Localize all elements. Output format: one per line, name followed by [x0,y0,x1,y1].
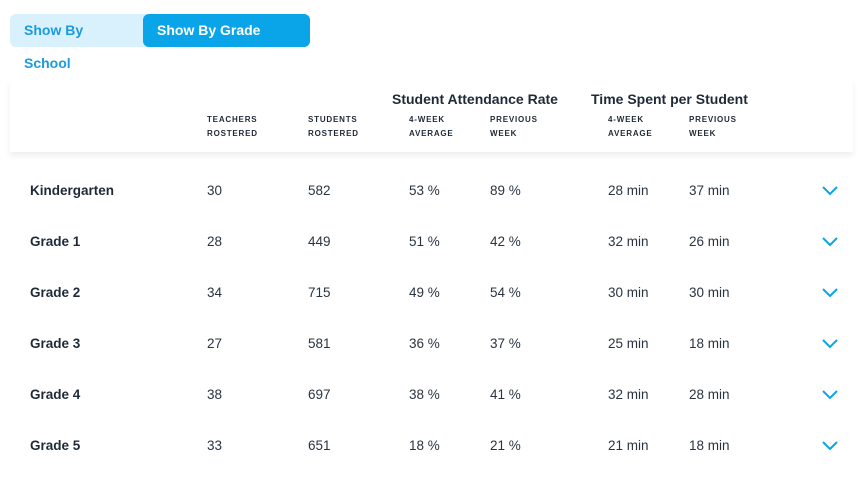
teachers-rostered: 30 [207,183,223,198]
students-rostered: 651 [308,438,331,453]
header-teachers-rostered: Teachers Rostered [207,113,258,141]
table-row[interactable]: Kindergarten 30 582 53 % 89 % 28 min 37 min [0,181,863,232]
attendance-4week: 18 % [409,438,440,453]
header-line: Average [608,129,653,138]
grade-name: Grade 1 [30,234,81,249]
header-time-4week: 4-Week Average [608,113,653,141]
teachers-rostered: 33 [207,438,223,453]
time-4week: 32 min [608,387,649,402]
header-line: Previous [490,115,538,124]
table-row[interactable]: Grade 1 28 449 51 % 42 % 32 min 26 min [0,232,863,283]
attendance-previous: 41 % [490,387,521,402]
time-previous: 18 min [689,438,730,453]
chevron-down-icon[interactable] [821,183,839,197]
table-row[interactable]: Grade 4 38 697 38 % 41 % 32 min 28 min [0,385,863,436]
chevron-down-icon[interactable] [821,438,839,452]
teachers-rostered: 34 [207,285,223,300]
students-rostered: 697 [308,387,331,402]
header-line: Students [308,115,358,124]
attendance-group-title: Student Attendance Rate [392,91,558,107]
time-4week: 25 min [608,336,649,351]
header-time-previous: Previous Week [689,113,737,141]
header-line: Teachers [207,115,258,124]
time-previous: 37 min [689,183,730,198]
attendance-previous: 37 % [490,336,521,351]
header-line: 4-Week [409,115,445,124]
time-group-title: Time Spent per Student [591,91,748,107]
chevron-down-icon[interactable] [821,336,839,350]
header-line: Rostered [207,129,258,138]
grade-name: Grade 3 [30,336,81,351]
students-rostered: 581 [308,336,331,351]
attendance-previous: 42 % [490,234,521,249]
table-header: Student Attendance Rate Time Spent per S… [10,80,853,152]
header-line: 4-Week [608,115,644,124]
students-rostered: 582 [308,183,331,198]
header-attendance-previous: Previous Week [490,113,538,141]
chevron-down-icon[interactable] [821,285,839,299]
table-row[interactable]: Grade 2 34 715 49 % 54 % 30 min 30 min [0,283,863,334]
attendance-4week: 49 % [409,285,440,300]
header-students-rostered: Students Rostered [308,113,359,141]
attendance-4week: 51 % [409,234,440,249]
view-toggle: Show By School Show By Grade Level [10,14,310,71]
chevron-down-icon[interactable] [821,234,839,248]
students-rostered: 449 [308,234,331,249]
time-previous: 28 min [689,387,730,402]
time-4week: 32 min [608,234,649,249]
attendance-previous: 54 % [490,285,521,300]
time-4week: 28 min [608,183,649,198]
time-previous: 26 min [689,234,730,249]
time-4week: 30 min [608,285,649,300]
header-attendance-4week: 4-Week Average [409,113,454,141]
header-line: Average [409,129,454,138]
time-previous: 30 min [689,285,730,300]
attendance-4week: 53 % [409,183,440,198]
header-line: Rostered [308,129,359,138]
grade-name: Grade 2 [30,285,81,300]
header-line: Week [689,129,717,138]
time-4week: 21 min [608,438,649,453]
teachers-rostered: 38 [207,387,223,402]
attendance-previous: 89 % [490,183,521,198]
teachers-rostered: 27 [207,336,223,351]
attendance-4week: 38 % [409,387,440,402]
header-line: Week [490,129,518,138]
grade-name: Grade 5 [30,438,81,453]
attendance-previous: 21 % [490,438,521,453]
teachers-rostered: 28 [207,234,223,249]
header-line: Previous [689,115,737,124]
time-previous: 18 min [689,336,730,351]
show-by-school-button[interactable]: Show By School [24,22,84,71]
chevron-down-icon[interactable] [821,387,839,401]
attendance-4week: 36 % [409,336,440,351]
grade-name: Grade 4 [30,387,81,402]
grade-name: Kindergarten [30,183,115,198]
show-by-grade-level-button[interactable]: Show By Grade Level [143,14,310,71]
table-row[interactable]: Grade 3 27 581 36 % 37 % 25 min 18 min [0,334,863,385]
students-rostered: 715 [308,285,331,300]
table-row[interactable]: Grade 5 33 651 18 % 21 % 21 min 18 min [0,436,863,487]
